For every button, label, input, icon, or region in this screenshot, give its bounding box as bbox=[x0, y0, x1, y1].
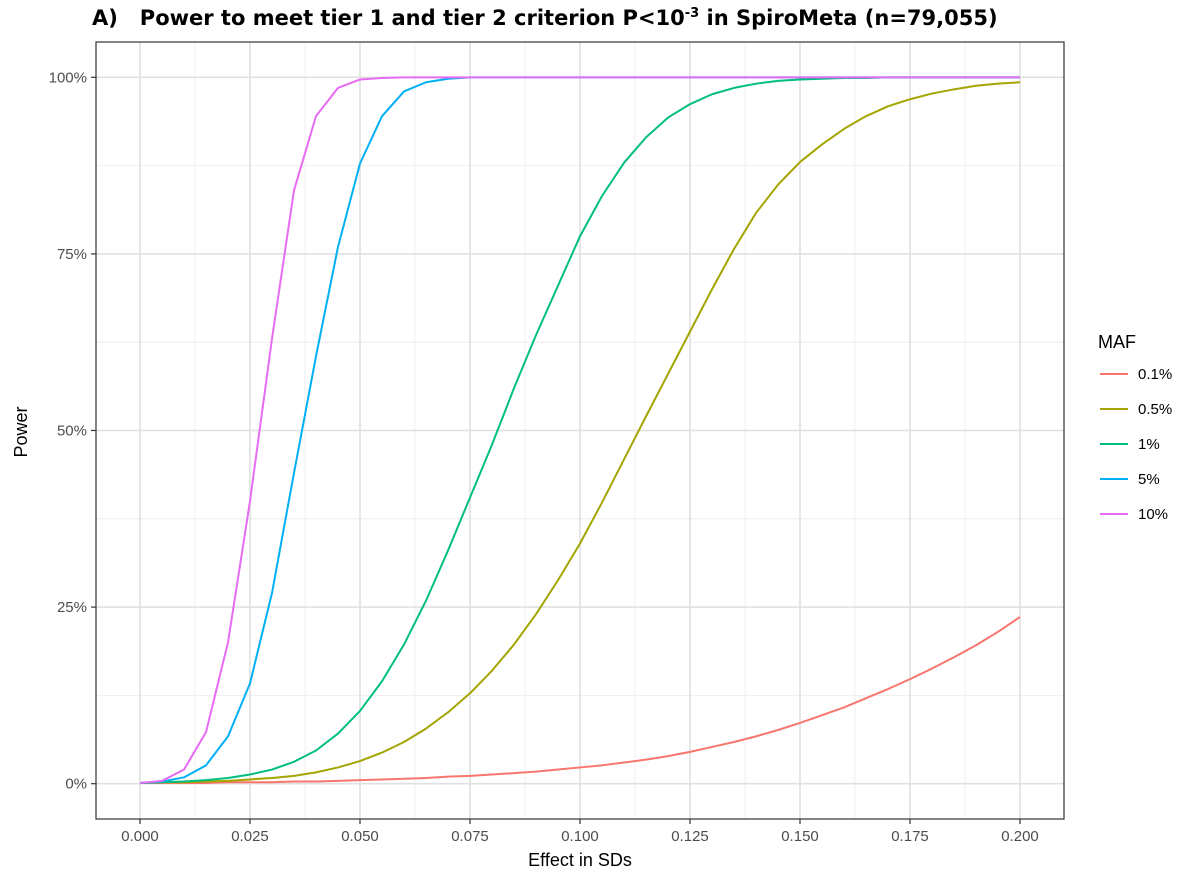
title-superscript: -3 bbox=[684, 6, 700, 21]
y-axis: 0% 25% 50% 75% 100% bbox=[49, 69, 96, 793]
legend-title: MAF bbox=[1098, 332, 1136, 352]
y-tick-label: 100% bbox=[49, 69, 87, 86]
x-tick-label: 0.000 bbox=[121, 828, 159, 845]
x-tick-label: 0.200 bbox=[1001, 828, 1039, 845]
chart-title: A) Power to meet tier 1 and tier 2 crite… bbox=[92, 6, 1092, 42]
y-tick-label: 0% bbox=[65, 776, 87, 793]
x-tick-label: 0.125 bbox=[671, 828, 709, 845]
legend-label: 0.1% bbox=[1138, 366, 1172, 383]
title-suffix: in SpiroMeta (n=79,055) bbox=[699, 6, 998, 30]
x-axis-title: Effect in SDs bbox=[528, 850, 632, 870]
x-tick-label: 0.175 bbox=[891, 828, 929, 845]
legend-label: 10% bbox=[1138, 506, 1168, 523]
x-tick-label: 0.100 bbox=[561, 828, 599, 845]
legend: MAF 0.1% 0.5% 1% 5% 10% bbox=[1098, 332, 1172, 523]
x-tick-label: 0.050 bbox=[341, 828, 379, 845]
x-axis: 0.000 0.025 0.050 0.075 0.100 0.125 0.150 0.175… bbox=[121, 819, 1039, 845]
title-main: Power to meet tier 1 and tier 2 criterio… bbox=[139, 6, 685, 30]
x-tick-label: 0.025 bbox=[231, 828, 269, 845]
x-tick-label: 0.150 bbox=[781, 828, 819, 845]
y-tick-label: 25% bbox=[57, 599, 87, 616]
y-tick-label: 75% bbox=[57, 246, 87, 263]
y-tick-label: 50% bbox=[57, 423, 87, 440]
legend-label: 0.5% bbox=[1138, 401, 1172, 418]
series-line-10pct bbox=[139, 76, 1020, 784]
series-line-0-1pct bbox=[140, 616, 1021, 784]
title-prefix: A) bbox=[92, 6, 118, 30]
legend-label: 5% bbox=[1138, 471, 1160, 488]
series-lines bbox=[139, 76, 1021, 784]
series-line-0-5pct bbox=[139, 81, 1021, 784]
x-tick-label: 0.075 bbox=[451, 828, 489, 845]
y-axis-title: Power bbox=[11, 406, 31, 457]
legend-label: 1% bbox=[1138, 436, 1160, 453]
